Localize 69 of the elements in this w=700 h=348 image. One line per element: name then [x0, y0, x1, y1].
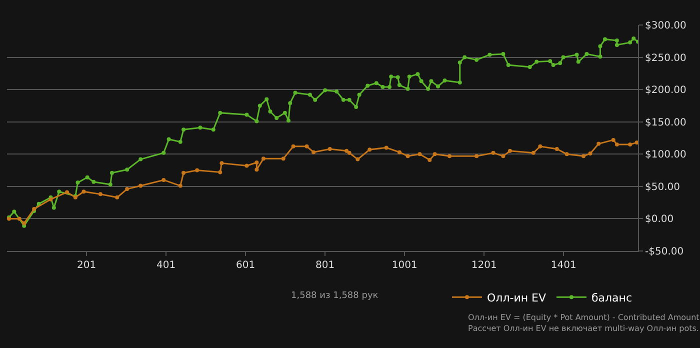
point — [22, 221, 26, 226]
point — [634, 140, 638, 145]
point — [220, 161, 224, 166]
y-tick-label: $150.00 — [645, 117, 686, 128]
point — [418, 152, 422, 156]
x-tick-label: 801 — [316, 260, 335, 271]
point — [261, 156, 266, 161]
x-tick-label: 1001 — [392, 260, 418, 271]
point — [564, 152, 569, 156]
point — [628, 142, 632, 146]
point — [588, 152, 592, 156]
y-tick-label: $100.00 — [645, 150, 686, 161]
point — [125, 187, 130, 192]
point — [596, 142, 601, 146]
text: Олл-ин EV = (Equity * Pot Amount) - Contributed Amount — [468, 313, 700, 322]
point — [384, 146, 388, 150]
point — [554, 146, 559, 151]
point — [98, 192, 102, 196]
point — [304, 144, 309, 148]
y-tick-label: -$50.00 — [645, 246, 684, 258]
point — [356, 157, 360, 162]
point — [582, 154, 586, 158]
point — [614, 142, 619, 146]
point — [178, 184, 182, 188]
x-tick-label: 201 — [76, 260, 96, 271]
point — [254, 168, 259, 172]
point — [162, 178, 166, 182]
legend-label: баланс — [591, 291, 632, 304]
x-tick-label: 1201 — [471, 260, 497, 271]
point — [17, 216, 22, 221]
x-tick-label: 401 — [156, 260, 176, 271]
point — [281, 156, 286, 161]
point — [474, 154, 479, 158]
y-tick-label: $200.00 — [645, 85, 686, 96]
point — [254, 160, 259, 165]
point — [291, 144, 296, 148]
point — [448, 154, 452, 158]
point — [115, 195, 120, 200]
y-tick-label: $250.00 — [645, 52, 686, 64]
point — [501, 154, 506, 158]
point — [65, 190, 70, 194]
point — [508, 148, 512, 153]
point — [182, 170, 186, 175]
point — [428, 158, 432, 162]
point — [312, 150, 316, 154]
point — [397, 150, 402, 154]
y-tick-label: $300.00 — [645, 20, 686, 32]
y-tick-label: $0.00 — [645, 214, 674, 226]
point — [82, 190, 86, 194]
point — [531, 150, 536, 155]
point — [611, 138, 616, 142]
point — [328, 146, 332, 151]
point — [244, 164, 249, 168]
point — [432, 152, 437, 156]
point — [491, 150, 496, 155]
point — [138, 184, 143, 188]
text: Рассчет Олл-ин EV не включает multi-way Олл-ин pots. — [468, 324, 699, 333]
x-tick-label: 601 — [236, 260, 256, 271]
point — [368, 148, 372, 152]
x-tick-label: 1401 — [550, 260, 576, 271]
point — [195, 168, 200, 172]
point — [344, 148, 349, 153]
point — [347, 150, 352, 155]
legend-label: Олл-ин EV — [487, 291, 546, 304]
y-tick-label: $50.00 — [645, 182, 680, 193]
point — [406, 154, 410, 158]
text: 1,588 из 1,588 рук — [291, 291, 379, 301]
point — [538, 144, 542, 148]
point — [218, 170, 222, 174]
